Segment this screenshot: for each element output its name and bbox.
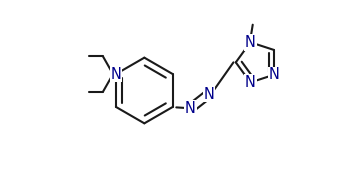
Text: N: N [204,87,215,102]
Text: N: N [185,101,196,116]
Text: N: N [269,67,279,82]
Text: N: N [245,35,256,50]
Text: N: N [245,75,256,90]
Text: N: N [111,67,121,82]
